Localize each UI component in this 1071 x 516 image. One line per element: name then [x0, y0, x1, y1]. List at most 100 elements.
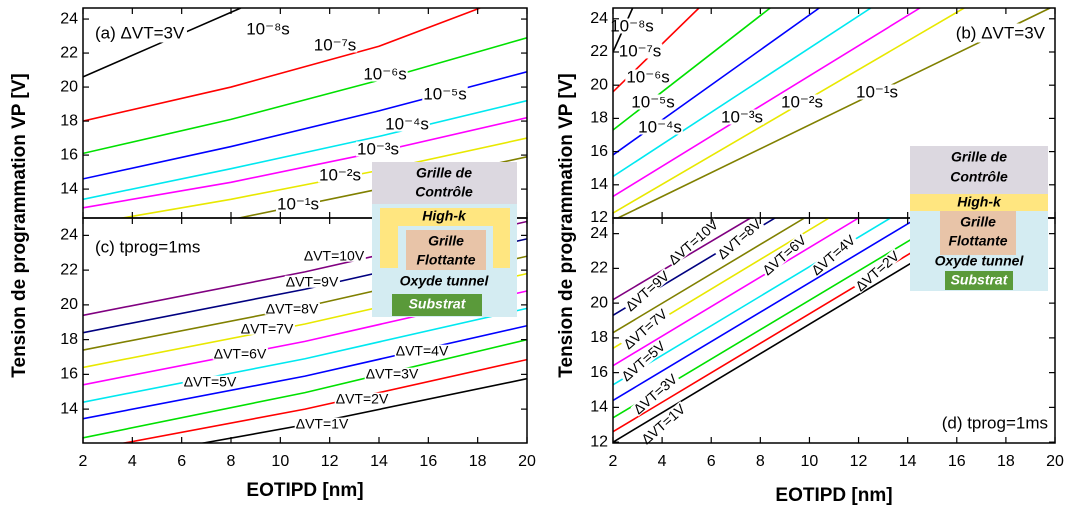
- label-background: [294, 417, 350, 430]
- panel-label: (a) ΔVT=3V: [95, 23, 185, 42]
- series-label-group: ΔVT=7V: [239, 321, 295, 337]
- series-label-group: ΔVT=9V: [284, 274, 340, 290]
- panel-label-group: (c) tprog=1ms: [93, 237, 203, 257]
- y-tick-label: 22: [60, 261, 78, 278]
- y-tick-label: 24: [590, 10, 608, 27]
- data-line: [613, 8, 771, 131]
- data-line: [120, 358, 527, 443]
- label-background: [953, 23, 1048, 43]
- panel-label-group: (d) tprog=1ms: [939, 413, 1050, 433]
- x-tick-label: 2: [609, 453, 618, 470]
- inset-left: Grille de Contrôle High-k Grille Flottan…: [372, 162, 517, 317]
- data-line: [83, 324, 527, 420]
- y-tick-label: 24: [60, 227, 78, 244]
- x-tick-label: 8: [756, 453, 765, 470]
- series-label-group: 10⁻²s: [317, 165, 363, 184]
- label-background: [317, 167, 363, 183]
- x-tick-label: 16: [948, 453, 966, 470]
- series-label-group: ΔVT=8V: [264, 301, 320, 317]
- series-label-group: 10⁻⁵s: [630, 92, 676, 111]
- inset-label: Grille: [428, 233, 464, 249]
- label-background: [622, 268, 673, 314]
- y-tick-label: 18: [60, 112, 78, 129]
- data-line: [613, 8, 965, 214]
- data-line: [613, 8, 872, 178]
- y-tick-label: 14: [590, 176, 608, 193]
- data-line: [613, 8, 921, 198]
- y-tick-label: 24: [60, 10, 78, 27]
- series-label-group: ΔVT=2V: [334, 391, 390, 407]
- series-label-group: 10⁻⁶s: [362, 64, 408, 83]
- series-label-group: ΔVT=10V: [665, 216, 722, 268]
- series-label-group: 10⁻⁷s: [312, 35, 358, 54]
- series-label-group: ΔVT=8V: [714, 215, 765, 262]
- series-label-group: ΔVT=1V: [294, 416, 350, 432]
- series-label: 10⁻¹s: [856, 82, 898, 101]
- label-background: [759, 232, 810, 278]
- inset-label: High-k: [957, 194, 1002, 210]
- series-label: ΔVT=9V: [286, 274, 339, 290]
- y-tick-label: 16: [60, 146, 78, 163]
- panel: 10⁻⁸s 10⁻⁷s 10⁻⁶s 10⁻⁵s 10⁻⁴s 10⁻³s 10⁻²s 10⁻¹s…: [556, 7, 1056, 378]
- substrate: [392, 294, 482, 316]
- label-background: [334, 392, 390, 405]
- series-label-group: 10⁻⁶s: [625, 67, 671, 86]
- series-label: 10⁻³s: [721, 107, 763, 126]
- series-label: 10⁻³s: [357, 139, 399, 158]
- inset-label: Oxyde tunnel: [935, 253, 1025, 269]
- y-tick-label: 18: [60, 331, 78, 348]
- series-label: ΔVT=3V: [366, 366, 419, 382]
- y-tick-label: 18: [590, 329, 608, 346]
- label-background: [275, 196, 321, 212]
- series-label-group: 10⁻⁷s: [617, 41, 663, 60]
- series-label-group: 10⁻⁵s: [422, 84, 468, 103]
- series-label-group: ΔVT=3V: [364, 366, 420, 382]
- label-background: [355, 141, 401, 157]
- inset-label: Flottante: [416, 252, 475, 268]
- inset-label: Grille de: [416, 165, 472, 181]
- x-tick-label: 20: [518, 453, 536, 470]
- series-label: 10⁻¹s: [277, 194, 319, 213]
- x-tick-label: 12: [850, 453, 868, 470]
- label-background: [422, 86, 468, 102]
- label-background: [212, 347, 268, 360]
- x-axis-title: EOTIPD [nm]: [246, 480, 363, 501]
- series-label: 10⁻²s: [781, 92, 823, 111]
- x-tick-label: 2: [79, 453, 88, 470]
- x-tick-label: 18: [469, 453, 487, 470]
- series-label-group: 10⁻³s: [355, 139, 401, 158]
- data-line: [83, 116, 527, 209]
- data-line: [613, 218, 805, 334]
- panel-label: (c) tprog=1ms: [95, 237, 200, 256]
- series-label: ΔVT=8V: [266, 301, 319, 317]
- y-tick-label: 24: [590, 225, 608, 242]
- series-label: 10⁻⁷s: [619, 41, 662, 60]
- series-label-group: 10⁻⁸s: [245, 19, 291, 38]
- label-background: [779, 94, 825, 110]
- control-gate: [910, 146, 1048, 194]
- data-line: [83, 307, 527, 403]
- substrate: [945, 271, 1013, 290]
- data-line: [83, 99, 527, 201]
- label-background: [264, 302, 320, 315]
- series-label-group: 10⁻²s: [779, 92, 825, 111]
- x-tick-label: 18: [997, 453, 1015, 470]
- data-line: [613, 218, 918, 402]
- label-background: [617, 43, 663, 59]
- label-background: [384, 116, 430, 132]
- y-tick-label: 20: [60, 296, 78, 313]
- inset-label: Flottante: [948, 233, 1007, 249]
- label-background: [284, 275, 340, 288]
- data-line: [117, 137, 527, 218]
- control-gate: [372, 162, 517, 204]
- label-background: [609, 18, 655, 34]
- data-line: [613, 218, 970, 433]
- y-tick-label: 16: [590, 364, 608, 381]
- inset-label: Oxyde tunnel: [400, 273, 490, 289]
- series-label-group: ΔVT=5V: [182, 374, 238, 390]
- series-label: 10⁻⁸s: [246, 19, 290, 38]
- series-label: ΔVT=7V: [241, 321, 294, 337]
- x-tick-label: 14: [370, 453, 388, 470]
- label-background: [638, 401, 689, 447]
